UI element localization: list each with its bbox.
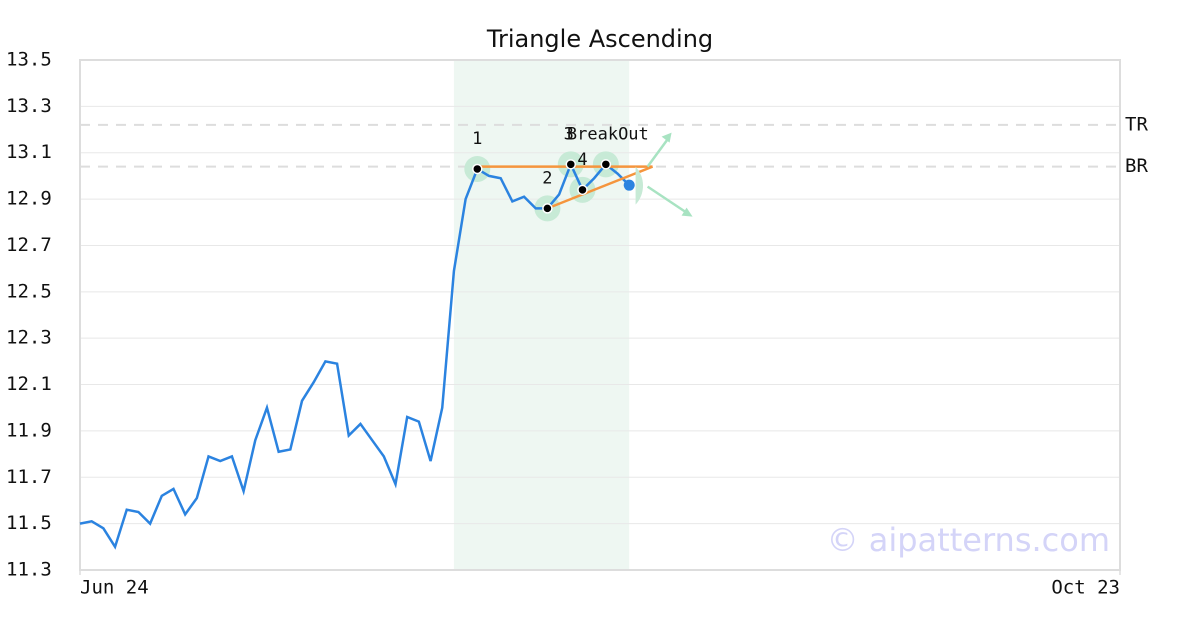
pattern-label: 4 bbox=[577, 150, 587, 170]
y-tick-label: 13.1 bbox=[6, 141, 52, 163]
arrow-down-head bbox=[681, 207, 693, 217]
breakout-cone bbox=[635, 166, 644, 205]
pattern-label: 2 bbox=[542, 168, 552, 188]
y-tick-label: 12.5 bbox=[6, 280, 52, 302]
reference-label: BR bbox=[1125, 155, 1148, 177]
last-point bbox=[623, 179, 635, 191]
chart-title: Triangle Ascending bbox=[486, 25, 713, 53]
pattern-point bbox=[577, 184, 588, 196]
arrow-down bbox=[646, 185, 691, 216]
pattern-label: 3 bbox=[564, 124, 574, 144]
y-tick-label: 11.3 bbox=[6, 559, 52, 581]
plot-frame bbox=[79, 59, 1121, 571]
y-tick-label: 12.9 bbox=[6, 188, 52, 210]
y-tick-label: 13.3 bbox=[6, 95, 52, 117]
pattern-label: BreakOut bbox=[567, 124, 649, 144]
y-tick-label: 12.3 bbox=[6, 327, 52, 349]
reference-label: TR bbox=[1125, 113, 1148, 135]
y-tick-label: 11.9 bbox=[6, 419, 52, 441]
pattern-label: 1 bbox=[472, 129, 482, 149]
pattern-point bbox=[542, 203, 553, 214]
pattern-point bbox=[565, 159, 577, 170]
y-tick-label: 12.7 bbox=[6, 234, 52, 256]
x-tick-label: Oct 23 bbox=[1051, 577, 1120, 599]
y-tick-label: 11.5 bbox=[6, 512, 52, 534]
support-line bbox=[546, 165, 654, 210]
arrow-up-head bbox=[661, 132, 672, 143]
pattern-point bbox=[472, 163, 483, 175]
x-tick-label: Jun 24 bbox=[80, 577, 149, 599]
y-tick-label: 12.1 bbox=[6, 373, 52, 395]
y-tick-label: 13.5 bbox=[6, 49, 52, 71]
arrow-up bbox=[646, 135, 671, 168]
watermark: © aipatterns.com bbox=[827, 521, 1110, 559]
data-line bbox=[79, 161, 631, 550]
highlight-region bbox=[453, 60, 630, 570]
y-tick-label: 11.7 bbox=[6, 466, 52, 488]
pattern-point bbox=[600, 159, 612, 170]
